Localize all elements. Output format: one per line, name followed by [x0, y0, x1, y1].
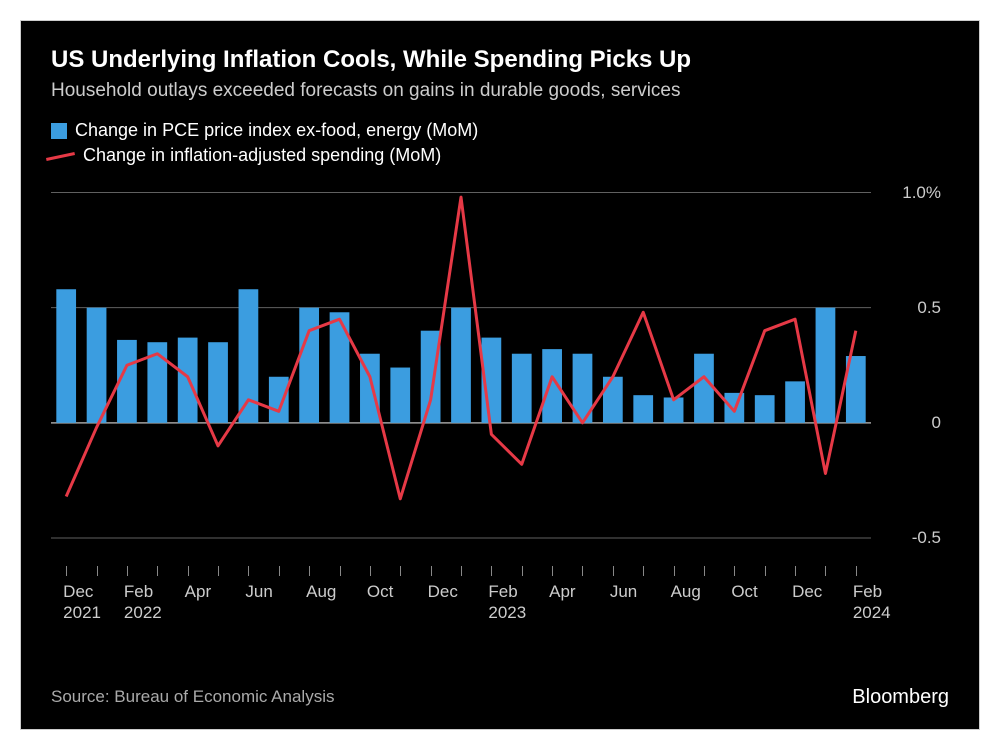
x-tick-label: Feb2022	[124, 581, 162, 624]
x-tick	[188, 566, 189, 576]
x-tick-label: Feb2024	[853, 581, 891, 624]
x-tick-label: Oct	[731, 581, 757, 602]
y-tick-label: -0.5	[912, 528, 941, 548]
x-axis-labels: Dec2021 Feb2022 Apr Jun Aug Oct Dec Feb2023 Apr J…	[51, 566, 871, 626]
brand-text: Bloomberg	[852, 686, 949, 709]
x-tick-label: Dec2021	[63, 581, 101, 624]
chart-bar	[56, 289, 76, 423]
chart-bar	[755, 395, 775, 423]
chart-bar	[512, 354, 532, 423]
chart-bar	[451, 308, 471, 423]
x-tick-label: Oct	[367, 581, 393, 602]
x-tick-label: Aug	[306, 581, 336, 602]
chart-bar	[390, 368, 410, 423]
legend-item-line: Change in inflation-adjusted spending (M…	[51, 145, 949, 166]
legend: Change in PCE price index ex-food, energ…	[51, 120, 949, 166]
x-tick	[127, 566, 128, 576]
y-tick-label: 0	[932, 413, 941, 433]
x-tick	[97, 566, 98, 576]
x-tick	[309, 566, 310, 576]
legend-bar-label: Change in PCE price index ex-food, energ…	[75, 120, 478, 141]
x-tick	[795, 566, 796, 576]
y-tick-label: 1.0%	[902, 183, 941, 203]
x-tick	[248, 566, 249, 576]
x-tick	[734, 566, 735, 576]
x-tick-label: Apr	[549, 581, 575, 602]
legend-line-label: Change in inflation-adjusted spending (M…	[83, 145, 441, 166]
y-tick-label: 0.5	[917, 298, 941, 318]
x-tick	[400, 566, 401, 576]
chart-bar	[694, 354, 714, 423]
x-tick	[522, 566, 523, 576]
chart-svg	[51, 181, 871, 561]
chart-subtitle: Household outlays exceeded forecasts on …	[51, 80, 949, 102]
x-tick-label: Aug	[671, 581, 701, 602]
x-tick	[643, 566, 644, 576]
plot-area: 1.0%0.50-0.5 Dec2021Feb2022AprJunAugOctD…	[51, 181, 871, 561]
chart-bar	[208, 342, 228, 423]
chart-bar	[633, 395, 653, 423]
line-swatch-icon	[51, 154, 75, 158]
x-tick-label: Jun	[245, 581, 272, 602]
x-tick-label: Feb2023	[488, 581, 526, 624]
chart-bar	[603, 377, 623, 423]
chart-container: US Underlying Inflation Cools, While Spe…	[20, 20, 980, 730]
x-tick	[218, 566, 219, 576]
x-tick	[552, 566, 553, 576]
chart-bar	[269, 377, 289, 423]
x-tick-label: Dec	[428, 581, 458, 602]
chart-bar	[330, 312, 350, 423]
x-tick	[157, 566, 158, 576]
chart-title: US Underlying Inflation Cools, While Spe…	[51, 46, 949, 74]
bar-swatch-icon	[51, 123, 67, 139]
x-tick	[825, 566, 826, 576]
source-text: Source: Bureau of Economic Analysis	[51, 687, 334, 707]
x-tick	[704, 566, 705, 576]
x-tick	[613, 566, 614, 576]
x-tick	[340, 566, 341, 576]
x-tick	[279, 566, 280, 576]
x-tick-label: Apr	[185, 581, 211, 602]
x-tick-label: Dec	[792, 581, 822, 602]
chart-bar	[816, 308, 836, 423]
chart-bar	[299, 308, 319, 423]
legend-item-bar: Change in PCE price index ex-food, energ…	[51, 120, 949, 141]
x-tick	[461, 566, 462, 576]
x-tick	[431, 566, 432, 576]
x-tick	[582, 566, 583, 576]
x-tick	[370, 566, 371, 576]
x-tick	[66, 566, 67, 576]
x-tick	[765, 566, 766, 576]
chart-bar	[785, 381, 805, 422]
chart-bar	[87, 308, 107, 423]
x-tick	[491, 566, 492, 576]
x-tick	[674, 566, 675, 576]
x-tick	[856, 566, 857, 576]
x-tick-label: Jun	[610, 581, 637, 602]
